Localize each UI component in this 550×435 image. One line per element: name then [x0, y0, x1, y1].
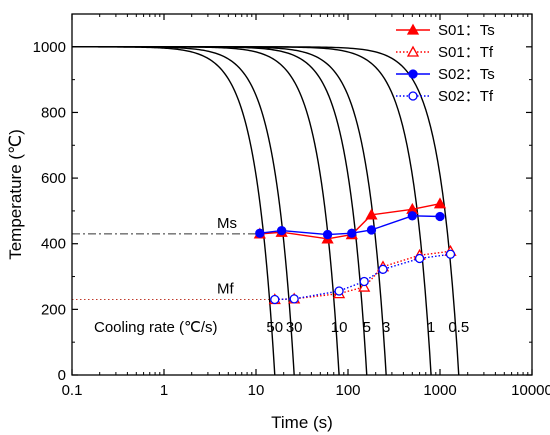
cooling-curve-1 — [72, 46, 432, 375]
data-point — [435, 211, 445, 222]
cooling-rate-label: 10 — [331, 319, 348, 336]
y-tick-label: 400 — [41, 236, 66, 253]
x-tick-label: 0.1 — [62, 382, 83, 399]
legend-marker — [406, 23, 420, 35]
plot-contents — [72, 46, 460, 375]
legend-entry: S01：Ts — [396, 22, 495, 39]
cooling-rate-label: 30 — [286, 319, 303, 336]
axes: 0.1 1 10 100 1000 10000 0 200 400 600 800 1000 — [33, 13, 550, 399]
legend-label: S02：Ts — [438, 66, 495, 83]
x-tick-label: 1 — [160, 382, 168, 399]
data-point — [359, 276, 369, 287]
legend-entry: S02：Ts — [396, 66, 495, 83]
y-tick-label: 1000 — [33, 39, 66, 56]
legend-entry: S01：Tf — [396, 44, 494, 61]
legend-marker — [408, 91, 418, 101]
series-1 — [268, 244, 457, 305]
y-axis-title: Temperature (℃) — [6, 129, 25, 260]
x-tick-label: 1000 — [423, 382, 456, 399]
data-point — [433, 197, 447, 209]
data-point — [378, 264, 388, 274]
data-point — [365, 208, 378, 220]
cooling-rate-label: 1 — [427, 319, 435, 336]
data-point — [407, 211, 417, 221]
data-point — [322, 229, 333, 240]
cooling-curve-0_5 — [72, 46, 460, 375]
data-point — [366, 225, 377, 235]
legend-marker — [406, 45, 420, 57]
cooling-curve-10 — [72, 46, 340, 375]
data-point — [289, 294, 299, 304]
y-tick-label: 0 — [58, 367, 66, 384]
y-tick-label: 200 — [41, 301, 66, 318]
data-point — [445, 249, 456, 259]
data-point — [414, 253, 425, 264]
plot-area: Ms Mf Cooling rate (℃/s) 50 30 10 5 3 1 0.5 — [72, 46, 469, 375]
legend-label: S01：Ts — [438, 22, 495, 39]
x-tick-label: 100 — [335, 382, 360, 399]
data-point — [270, 294, 280, 305]
axes-frame — [71, 13, 533, 376]
series-3 — [270, 249, 456, 305]
data-point — [255, 228, 265, 238]
cooling-rate-label: 50 — [266, 319, 283, 336]
x-axis-title: Time (s) — [271, 413, 333, 432]
legend-label: S02：Tf — [438, 88, 494, 105]
data-point — [276, 225, 287, 236]
reference-label-ms: Ms — [217, 215, 237, 232]
cooling-rate-label: 5 — [363, 319, 371, 336]
legend-label: S01：Tf — [438, 44, 494, 61]
legend-marker — [408, 69, 418, 79]
data-point — [334, 286, 344, 296]
cooling-rate-label: 0.5 — [448, 319, 469, 336]
y-tick-label: 800 — [41, 104, 66, 121]
series-2 — [255, 211, 445, 240]
legend-entry: S02：Tf — [396, 88, 494, 105]
y-tick-label: 600 — [41, 170, 66, 187]
x-tick-label: 10000 — [511, 382, 550, 399]
data-point — [358, 280, 371, 292]
x-tick-label: 10 — [248, 382, 265, 399]
legend: S01：Ts S01：Tf S02：Ts S02：Tf — [396, 22, 495, 105]
cooling-rate-prefix: Cooling rate (℃/s) — [94, 319, 218, 336]
cooling-rate-label: 3 — [382, 319, 390, 336]
data-point — [347, 228, 357, 238]
reference-label-mf: Mf — [217, 281, 234, 298]
cooling-curve-50 — [72, 46, 276, 375]
